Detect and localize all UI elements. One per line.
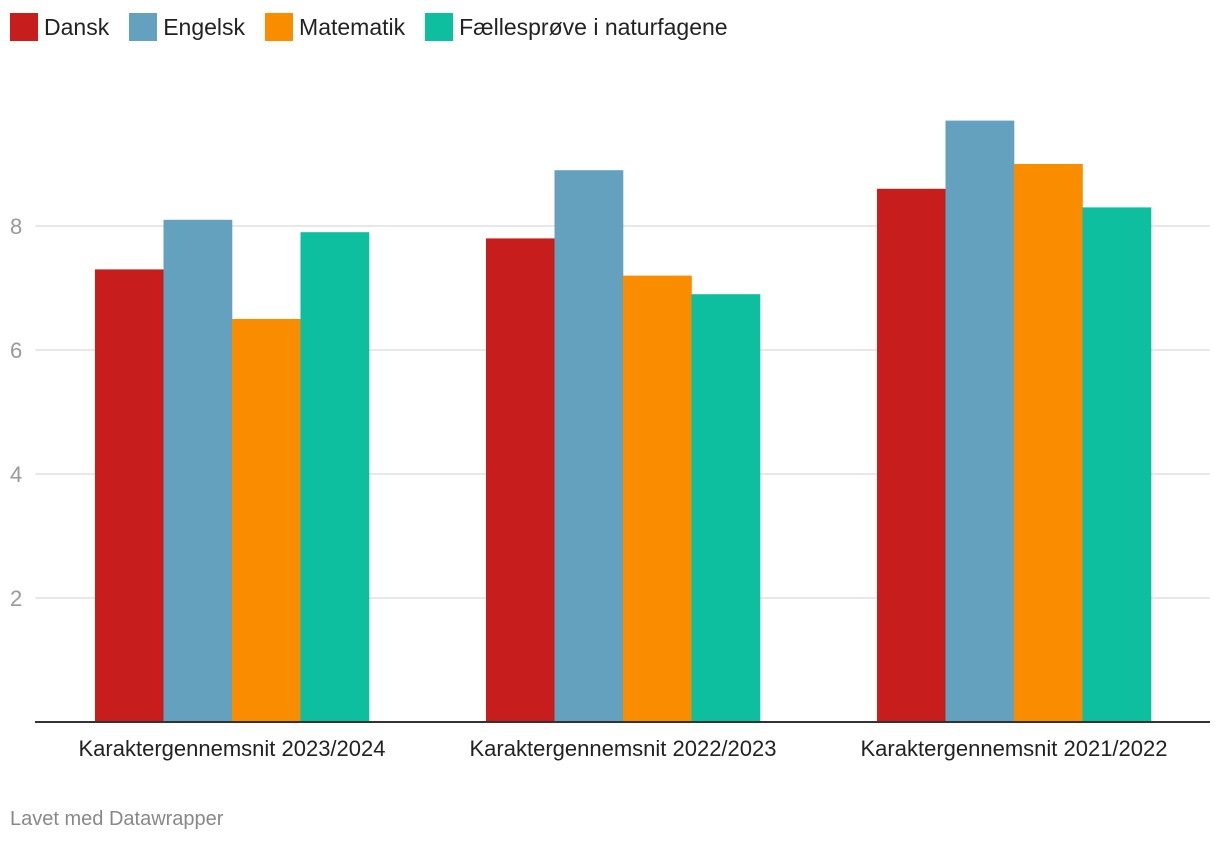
chart-legend: Dansk Engelsk Matematik Fællesprøve i na… xyxy=(10,12,748,42)
y-tick-label: 2 xyxy=(10,586,22,611)
bars xyxy=(95,120,1152,723)
bar-dansk-1 xyxy=(486,238,555,722)
legend-swatch-matematik xyxy=(265,13,294,41)
y-tick-label: 8 xyxy=(10,214,22,239)
legend-label-engelsk: Engelsk xyxy=(163,13,246,40)
legend-item-matematik: Matematik xyxy=(265,13,405,41)
legend-item-engelsk: Engelsk xyxy=(129,13,245,41)
x-category-label: Karaktergennemsnit 2021/2022 xyxy=(861,736,1168,761)
x-category-labels: Karaktergennemsnit 2023/2024 Karaktergenn… xyxy=(79,736,1168,761)
bar-fællesprøve-i-naturfagene-2 xyxy=(1082,207,1152,722)
footer-credit: Lavet med Datawrapper xyxy=(10,808,224,830)
legend-item-naturfag: Fællesprøve i naturfagene xyxy=(425,13,728,41)
legend-label-dansk: Dansk xyxy=(44,13,110,40)
x-category-label: Karaktergennemsnit 2022/2023 xyxy=(470,736,777,761)
legend-swatch-dansk xyxy=(10,13,38,41)
bar-dansk-2 xyxy=(877,188,946,723)
bar-matematik-1 xyxy=(623,275,692,722)
bar-fællesprøve-i-naturfagene-0 xyxy=(300,232,370,722)
bar-matematik-0 xyxy=(232,319,301,722)
bar-matematik-2 xyxy=(1014,164,1083,722)
legend-swatch-naturfag xyxy=(425,13,454,41)
bar-engelsk-1 xyxy=(554,170,624,722)
legend-swatch-engelsk xyxy=(129,13,158,41)
legend-item-dansk: Dansk xyxy=(10,13,109,41)
y-tick-label: 6 xyxy=(10,338,22,363)
y-tick-label: 4 xyxy=(10,462,22,487)
y-tick-labels: 2 4 6 8 xyxy=(10,214,22,611)
bar-fællesprøve-i-naturfagene-1 xyxy=(691,294,761,722)
bar-engelsk-2 xyxy=(945,120,1015,723)
legend-label-naturfag: Fællesprøve i naturfagene xyxy=(459,13,728,40)
bar-dansk-0 xyxy=(95,269,164,722)
x-category-label: Karaktergennemsnit 2023/2024 xyxy=(79,736,386,761)
legend-label-matematik: Matematik xyxy=(299,13,406,40)
bar-engelsk-0 xyxy=(163,219,233,723)
